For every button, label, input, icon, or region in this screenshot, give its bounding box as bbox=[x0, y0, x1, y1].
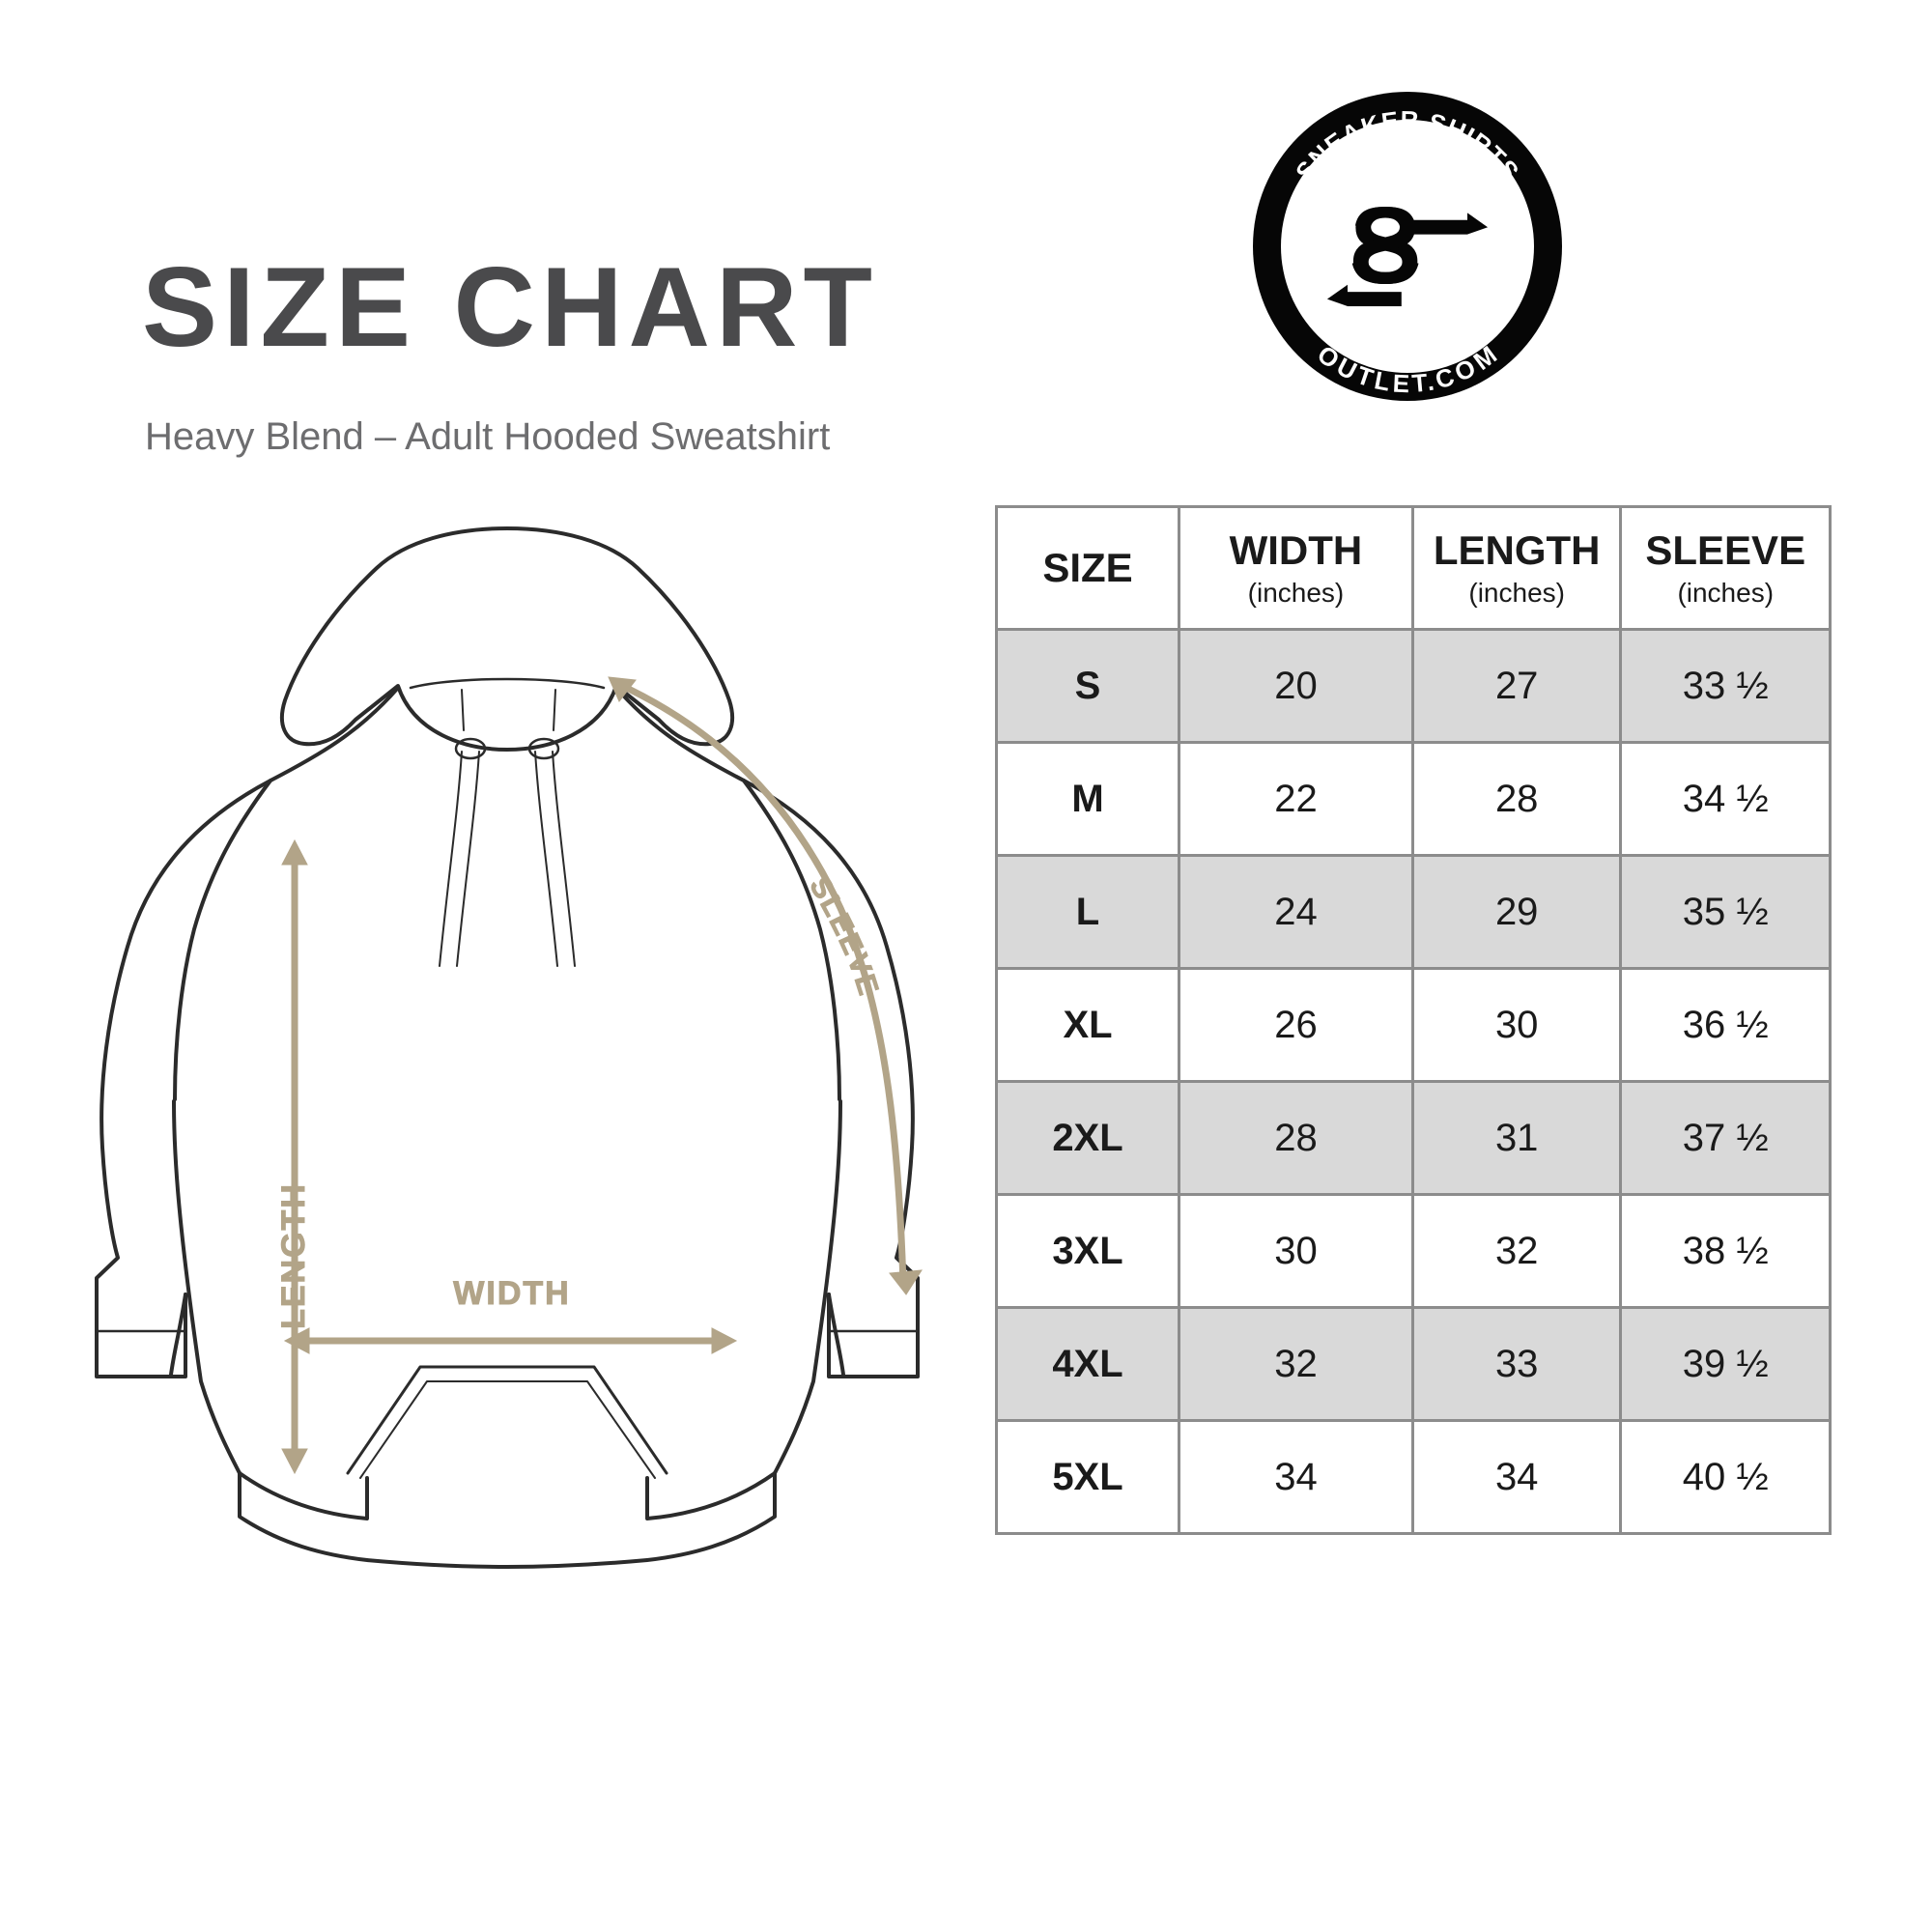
svg-text:SLEEVE: SLEEVE bbox=[803, 871, 885, 1000]
svg-text:WIDTH: WIDTH bbox=[453, 1275, 570, 1312]
svg-text:LENGTH: LENGTH bbox=[275, 1182, 312, 1329]
svg-text:S: S bbox=[1349, 185, 1421, 306]
